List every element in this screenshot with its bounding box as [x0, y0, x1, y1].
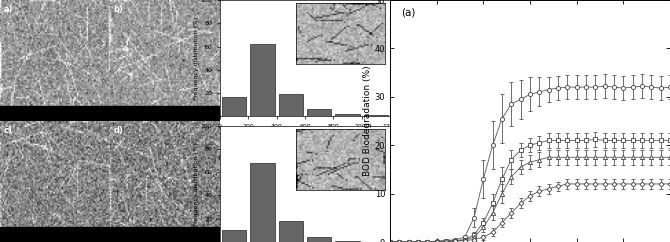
Y-axis label: BOD Biodegradation (%): BOD Biodegradation (%) [362, 66, 372, 176]
Y-axis label: Frequency distribution (%): Frequency distribution (%) [194, 142, 200, 226]
Bar [336, 114, 360, 116]
Bar [222, 230, 246, 242]
Bar [222, 97, 246, 116]
Bar [110, 227, 220, 242]
Bar [0, 106, 110, 121]
Bar [251, 44, 275, 116]
Bar [307, 237, 331, 242]
Bar [0, 227, 110, 242]
Bar [251, 163, 275, 242]
Text: d): d) [113, 126, 123, 135]
Bar [110, 106, 220, 121]
Y-axis label: Frequency distribution (%): Frequency distribution (%) [194, 16, 200, 100]
Bar [307, 109, 331, 116]
Text: c): c) [3, 126, 12, 135]
Text: (a): (a) [401, 7, 415, 17]
Text: b): b) [113, 5, 123, 14]
Text: a): a) [3, 5, 13, 14]
Bar [279, 94, 303, 116]
Bar [336, 241, 360, 242]
Bar [279, 221, 303, 242]
Bar [364, 115, 388, 116]
